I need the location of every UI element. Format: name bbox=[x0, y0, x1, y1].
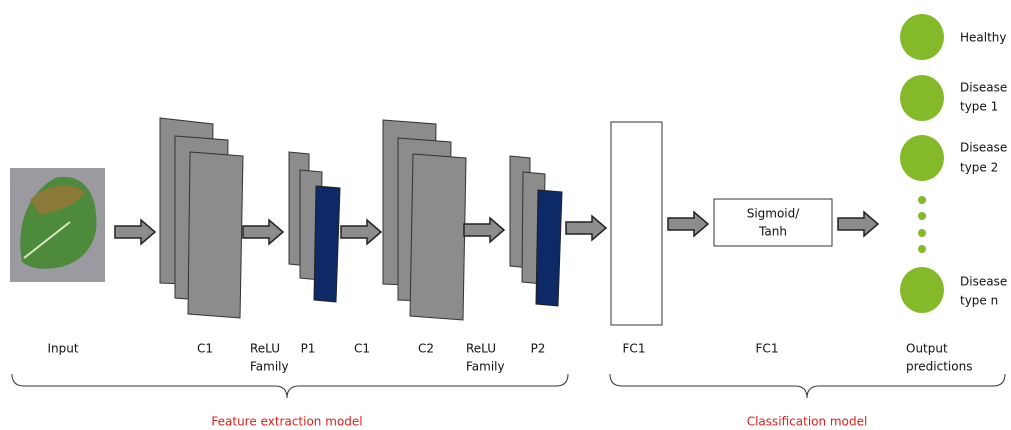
layer-label: C1 bbox=[354, 342, 370, 356]
output-label: type n bbox=[960, 294, 998, 308]
activation-label: Sigmoid/ bbox=[747, 207, 801, 221]
output-label: Disease bbox=[960, 275, 1007, 289]
arrow bbox=[464, 218, 504, 242]
layer-label: FC1 bbox=[756, 342, 779, 356]
layer-label: Input bbox=[47, 342, 78, 356]
output-label: type 1 bbox=[960, 100, 998, 114]
arrow bbox=[243, 220, 283, 244]
fc-layer bbox=[611, 122, 662, 325]
layer-label: P1 bbox=[301, 342, 316, 356]
brace bbox=[610, 374, 1005, 398]
layer-label: Family bbox=[466, 360, 505, 374]
layer-label: C1 bbox=[197, 342, 213, 356]
output-label: Disease bbox=[960, 81, 1007, 95]
arrow bbox=[566, 216, 606, 240]
layer-label: ReLU bbox=[250, 342, 280, 356]
input-image bbox=[10, 168, 105, 282]
brace bbox=[12, 374, 568, 398]
arrow bbox=[341, 220, 381, 244]
arrow bbox=[115, 220, 155, 244]
arrow bbox=[838, 212, 878, 236]
output-label: type 2 bbox=[960, 161, 998, 175]
conv-block-2 bbox=[383, 120, 466, 320]
cnn-diagram: Input C1 ReLU Family P1 C1 C2 ReLU Famil… bbox=[0, 0, 1011, 430]
group-label: Feature extraction model bbox=[211, 415, 362, 429]
layer-label: P2 bbox=[531, 342, 546, 356]
output-nodes bbox=[900, 14, 944, 313]
group-label: Classification model bbox=[747, 415, 868, 429]
layer-label: Output bbox=[906, 342, 948, 356]
pool-block-2 bbox=[510, 156, 562, 306]
output-label: Healthy bbox=[960, 31, 1007, 45]
layer-label: Family bbox=[250, 360, 289, 374]
output-label: Disease bbox=[960, 141, 1007, 155]
layer-label: FC1 bbox=[623, 342, 646, 356]
layer-label: C2 bbox=[418, 342, 434, 356]
arrow bbox=[668, 212, 708, 236]
pool-block-1 bbox=[289, 152, 340, 302]
layer-label: ReLU bbox=[466, 342, 496, 356]
conv-block-1 bbox=[160, 118, 243, 318]
activation-label: Tanh bbox=[758, 225, 787, 239]
layer-label: predictions bbox=[906, 360, 972, 374]
